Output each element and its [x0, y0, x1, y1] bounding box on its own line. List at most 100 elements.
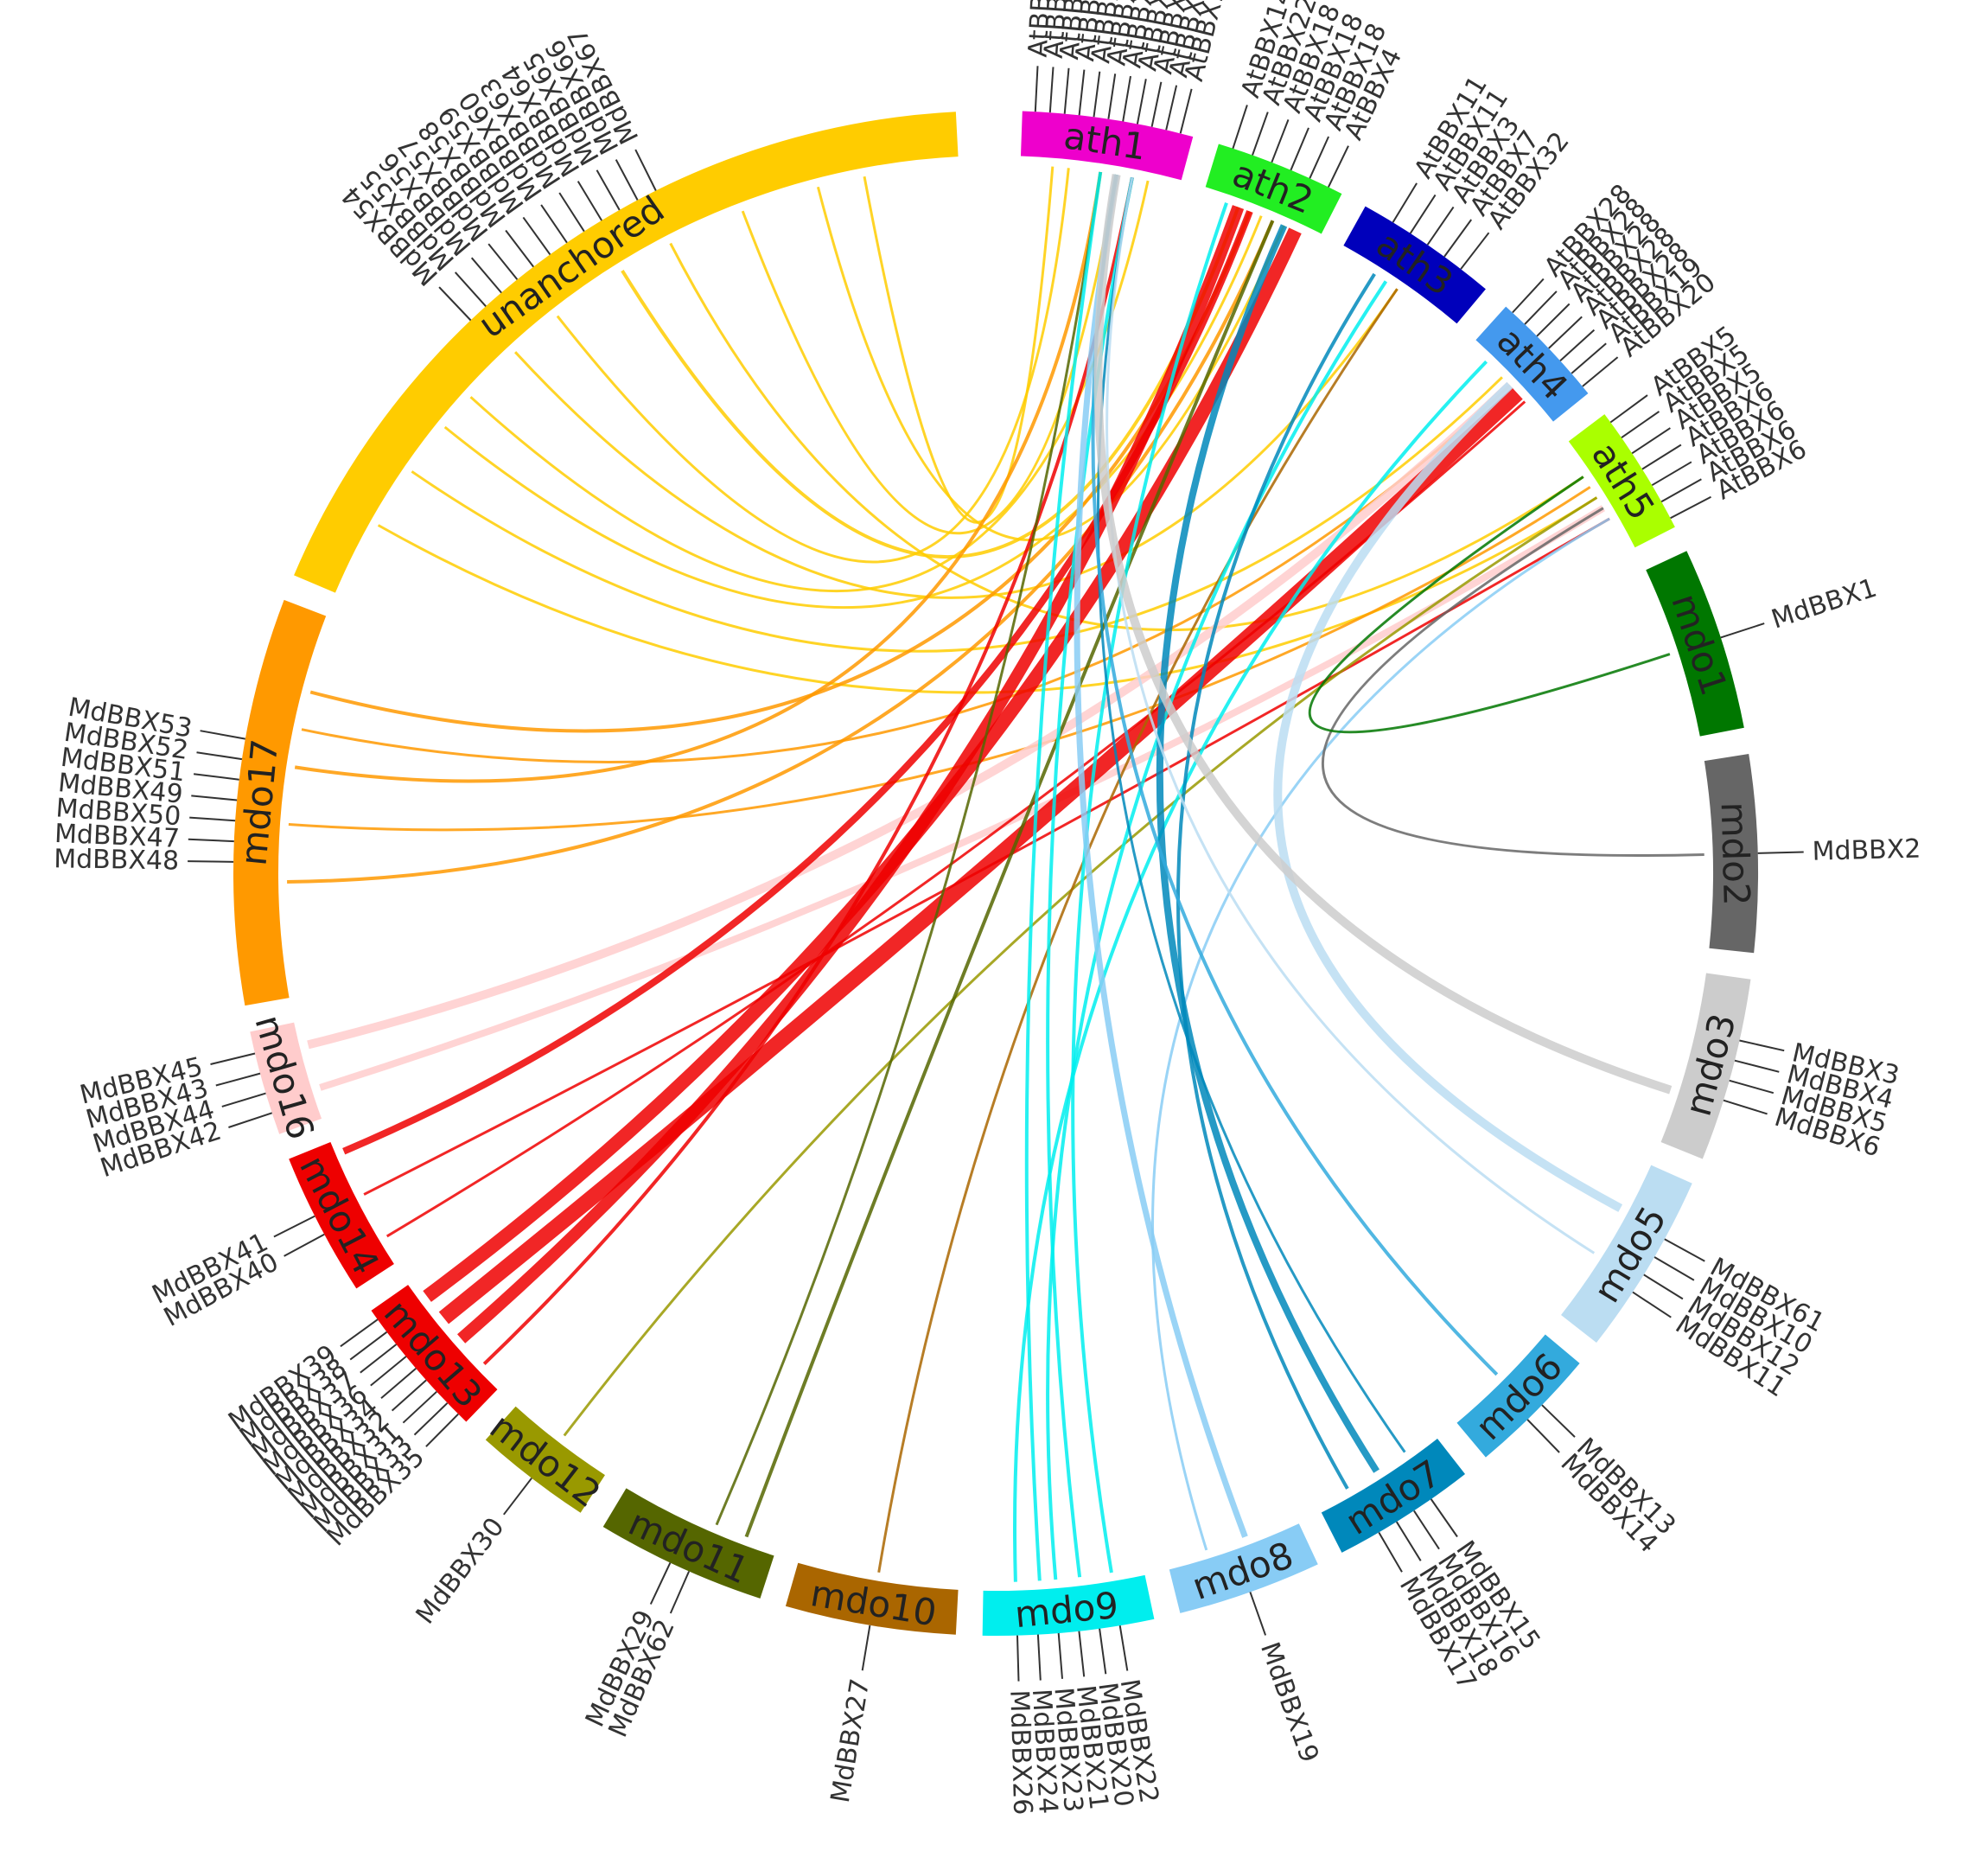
gene-tick — [503, 1478, 532, 1516]
gene-tick — [1757, 851, 1804, 854]
gene-tick — [1582, 356, 1619, 387]
chromosome-label-mdo9: mdo9 — [1013, 1584, 1120, 1636]
gene-tick — [188, 838, 234, 843]
gene-tick — [1118, 1625, 1129, 1671]
gene-tick — [1413, 1510, 1440, 1550]
chromosome-segment-mdo5 — [1560, 1165, 1692, 1344]
gene-tick — [273, 1215, 315, 1238]
chromosome-ring — [233, 111, 1759, 1636]
gene-tick — [1378, 1531, 1403, 1573]
chromosome-label-mdo16: mdo16 — [246, 1011, 322, 1145]
synteny-link — [287, 220, 1275, 884]
gene-tick — [1632, 1291, 1672, 1318]
gene-label: MdBBX24 — [1026, 1688, 1063, 1816]
synteny-link — [1176, 272, 1376, 1490]
gene-tick — [1036, 1634, 1042, 1681]
chromosome-label-mdo12: mdo12 — [482, 1405, 609, 1516]
synteny-link — [1106, 177, 1596, 1254]
gene-tick — [215, 1072, 261, 1087]
chromosome-segment-mdo2 — [1704, 754, 1759, 954]
synteny-link — [1024, 171, 1103, 1581]
chromosome-segment-ath2 — [1205, 144, 1342, 234]
gene-label: MdBBX1 — [1768, 573, 1880, 635]
chromosome-segment-mdo14 — [289, 1141, 395, 1289]
gene-tick — [1107, 73, 1117, 119]
gene-tick — [193, 773, 239, 781]
chromosome-segment-ath3 — [1343, 206, 1486, 324]
gene-tick — [413, 1402, 449, 1436]
gene-tick — [1252, 112, 1269, 156]
chromosome-label-mdo7: mdo7 — [1338, 1452, 1449, 1543]
gene-label: MdBBX30 — [411, 1512, 511, 1630]
gene-tick — [1526, 1419, 1560, 1453]
gene-tick — [1165, 85, 1178, 131]
chromosome-segment-mdo17 — [233, 599, 327, 1006]
gene-tick — [1720, 622, 1765, 639]
chromosome-label-mdo1: mdo1 — [1663, 589, 1736, 700]
gene-tick — [370, 1356, 407, 1387]
chromosome-segment-mdo13 — [371, 1284, 498, 1422]
synteny-link — [1093, 174, 1673, 1095]
gene-tick — [1460, 232, 1490, 270]
gene-tick — [1232, 105, 1248, 150]
gene-tick — [1093, 71, 1101, 118]
gene-tick — [1290, 127, 1309, 171]
gene-tick — [1643, 1274, 1684, 1300]
gene-tick — [1430, 1498, 1458, 1538]
gene-tick — [470, 257, 502, 294]
synteny-link — [288, 486, 1591, 832]
gene-tick — [1443, 219, 1473, 258]
synteny-link — [1322, 507, 1704, 858]
gene-tick — [1664, 1238, 1705, 1262]
gene-tick — [558, 192, 585, 233]
synteny-link — [715, 171, 1102, 1526]
gene-tick — [487, 243, 519, 280]
gene-tick — [196, 751, 243, 761]
chromosome-label-mdo11: mdo11 — [622, 1501, 755, 1592]
gene-tick — [380, 1368, 417, 1399]
gene-tick — [1729, 1079, 1775, 1095]
chromosome-segment-mdo11 — [602, 1488, 774, 1599]
chromosome-segment-ath5 — [1568, 414, 1675, 548]
gene-tick — [1723, 1099, 1768, 1115]
gene-tick — [1739, 1039, 1785, 1052]
gene-tick — [210, 1052, 256, 1065]
gene-tick — [425, 1413, 459, 1447]
synteny-link — [423, 227, 1302, 1302]
chromosome-label-mdo13: mdo13 — [376, 1292, 491, 1415]
gene-tick — [191, 795, 238, 801]
gene-tick — [1653, 1256, 1695, 1281]
gene-tick — [391, 1379, 427, 1412]
synteny-link — [513, 288, 1399, 599]
chromosome-segment-mdo12 — [485, 1406, 606, 1513]
gene-tick — [1536, 303, 1571, 337]
synteny-link — [482, 176, 1134, 1366]
gene-tick — [1136, 79, 1147, 124]
chromosome-segment-mdo1 — [1646, 551, 1744, 737]
gene-tick — [1122, 75, 1131, 122]
gene-tick — [1524, 290, 1558, 325]
gene-tick — [505, 229, 534, 268]
gene-tick — [221, 1092, 266, 1108]
gene-tick — [1512, 278, 1545, 314]
gene-tick — [349, 1331, 388, 1361]
gene-tick — [540, 204, 568, 244]
gene-tick — [1328, 145, 1349, 188]
synteny-link — [1046, 280, 1388, 1580]
synteny-link — [377, 496, 1598, 694]
gene-tick — [402, 1390, 437, 1424]
chromosome-segment-mdo10 — [785, 1562, 959, 1635]
gene-tick — [1063, 67, 1070, 114]
synteny-links — [287, 166, 1704, 1582]
synteny-link — [744, 220, 1275, 1538]
gene-tick — [1548, 316, 1583, 349]
gene-tick — [1016, 1635, 1020, 1682]
gene-tick — [1641, 444, 1682, 470]
gene-tick — [1734, 1059, 1780, 1073]
gene-tick — [1057, 1632, 1063, 1679]
gene-tick — [1541, 1404, 1576, 1438]
gene-tick — [1034, 66, 1039, 112]
chromosome-segment-mdo9 — [982, 1574, 1155, 1636]
gene-tick — [1426, 206, 1455, 246]
